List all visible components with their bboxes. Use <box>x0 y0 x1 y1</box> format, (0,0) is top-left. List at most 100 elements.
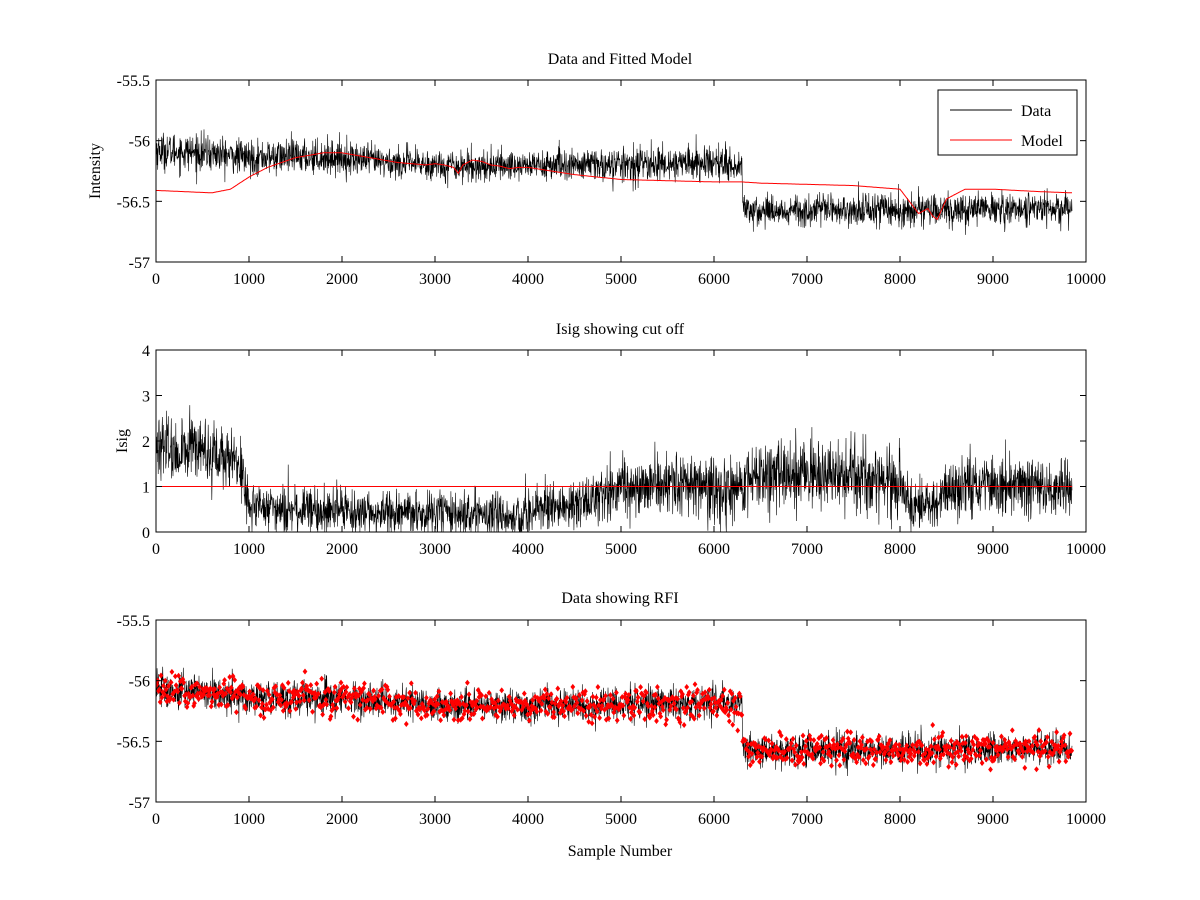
rfi-marker <box>398 711 403 717</box>
rfi-marker <box>873 755 879 762</box>
rfi-marker <box>408 680 414 687</box>
rfi-marker <box>685 704 690 711</box>
rfi-marker <box>273 683 279 690</box>
rfi-marker <box>256 697 262 704</box>
rfi-marker <box>250 691 256 698</box>
rfi-marker <box>1045 734 1050 741</box>
x-tick-label: 2000 <box>326 271 358 288</box>
rfi-marker <box>783 736 789 743</box>
y-tick-label: -57 <box>129 255 150 272</box>
rfi-marker <box>660 707 666 713</box>
rfi-marker <box>1038 738 1044 745</box>
rfi-marker <box>790 735 796 742</box>
rfi-marker <box>396 693 402 700</box>
panel-data-showing-rfi: Data showing RFI 0 1000 2000 3000 4000 5000 60… <box>117 590 1106 860</box>
rfi-marker <box>684 684 690 690</box>
rfi-marker <box>711 695 717 701</box>
x-tick-label: 4000 <box>512 811 544 828</box>
rfi-marker <box>803 743 808 750</box>
rfi-marker <box>173 682 179 689</box>
rfi-marker <box>300 679 305 686</box>
rfi-marker <box>1026 738 1032 745</box>
rfi-marker <box>583 712 589 719</box>
rfi-marker <box>357 702 363 708</box>
rfi-marker <box>486 689 492 696</box>
rfi-marker <box>702 689 708 696</box>
rfi-marker <box>588 711 594 718</box>
rfi-marker <box>941 751 946 758</box>
rfi-marker <box>820 749 826 755</box>
rfi-marker <box>286 688 292 695</box>
rfi-marker <box>534 708 540 715</box>
rfi-marker <box>961 756 967 763</box>
rfi-marker <box>888 759 894 765</box>
rfi-marker <box>243 705 248 712</box>
rfi-marker <box>332 683 338 690</box>
rfi-marker <box>869 738 874 745</box>
rfi-marker <box>711 708 716 715</box>
rfi-marker <box>324 701 330 708</box>
rfi-marker <box>940 729 946 736</box>
rfi-marker <box>314 680 320 687</box>
rfi-marker <box>257 685 263 692</box>
rfi-marker <box>319 675 325 682</box>
rfi-marker <box>499 687 505 694</box>
rfi-marker <box>614 717 620 724</box>
rfi-marker <box>720 692 725 699</box>
rfi-marker <box>947 751 953 758</box>
rfi-marker <box>597 714 602 721</box>
rfi-marker <box>512 703 518 710</box>
rfi-marker <box>652 704 658 711</box>
y-tick-label: 3 <box>142 389 150 406</box>
rfi-marker <box>383 698 389 705</box>
x-tick-label: 6000 <box>698 541 730 558</box>
rfi-marker <box>495 713 500 720</box>
rfi-marker <box>542 695 547 702</box>
rfi-marker <box>1037 753 1043 760</box>
rfi-marker <box>306 697 312 704</box>
rfi-marker <box>818 760 823 767</box>
rfi-marker <box>680 691 685 698</box>
rfi-marker <box>530 697 536 704</box>
rfi-marker <box>631 712 637 719</box>
rfi-marker <box>749 750 755 757</box>
rfi-marker <box>677 719 683 726</box>
rfi-marker <box>156 686 162 693</box>
rfi-marker <box>365 697 371 704</box>
rfi-marker <box>163 686 169 693</box>
rfi-marker <box>1009 727 1015 734</box>
rfi-marker <box>218 701 224 708</box>
rfi-marker <box>474 698 479 704</box>
rfi-marker <box>293 705 299 712</box>
rfi-marker <box>640 698 646 705</box>
rfi-marker <box>979 760 985 766</box>
y-axis-label: Isig <box>114 429 131 453</box>
rfi-marker <box>641 693 647 699</box>
rfi-marker <box>956 753 962 760</box>
rfi-marker <box>866 753 872 760</box>
rfi-marker <box>739 712 745 718</box>
rfi-marker <box>883 757 889 763</box>
rfi-marker <box>185 700 191 707</box>
rfi-marker <box>545 710 551 717</box>
rfi-marker <box>859 742 864 748</box>
rfi-marker <box>460 700 466 707</box>
series-line-data <box>156 129 1073 235</box>
x-tick-label: 4000 <box>512 271 544 288</box>
rfi-marker <box>821 757 827 764</box>
rfi-marker <box>253 695 258 702</box>
y-tick-label: 2 <box>142 434 150 451</box>
rfi-marker <box>987 743 993 750</box>
rfi-marker <box>331 689 337 696</box>
rfi-marker <box>755 749 761 756</box>
rfi-marker <box>1044 739 1049 746</box>
rfi-marker <box>562 713 567 720</box>
rfi-marker <box>447 707 453 714</box>
rfi-marker <box>296 692 302 699</box>
rfi-marker <box>606 715 612 722</box>
rfi-marker <box>197 683 202 690</box>
rfi-marker <box>343 689 349 695</box>
rfi-marker <box>701 705 707 712</box>
rfi-marker <box>744 746 750 753</box>
